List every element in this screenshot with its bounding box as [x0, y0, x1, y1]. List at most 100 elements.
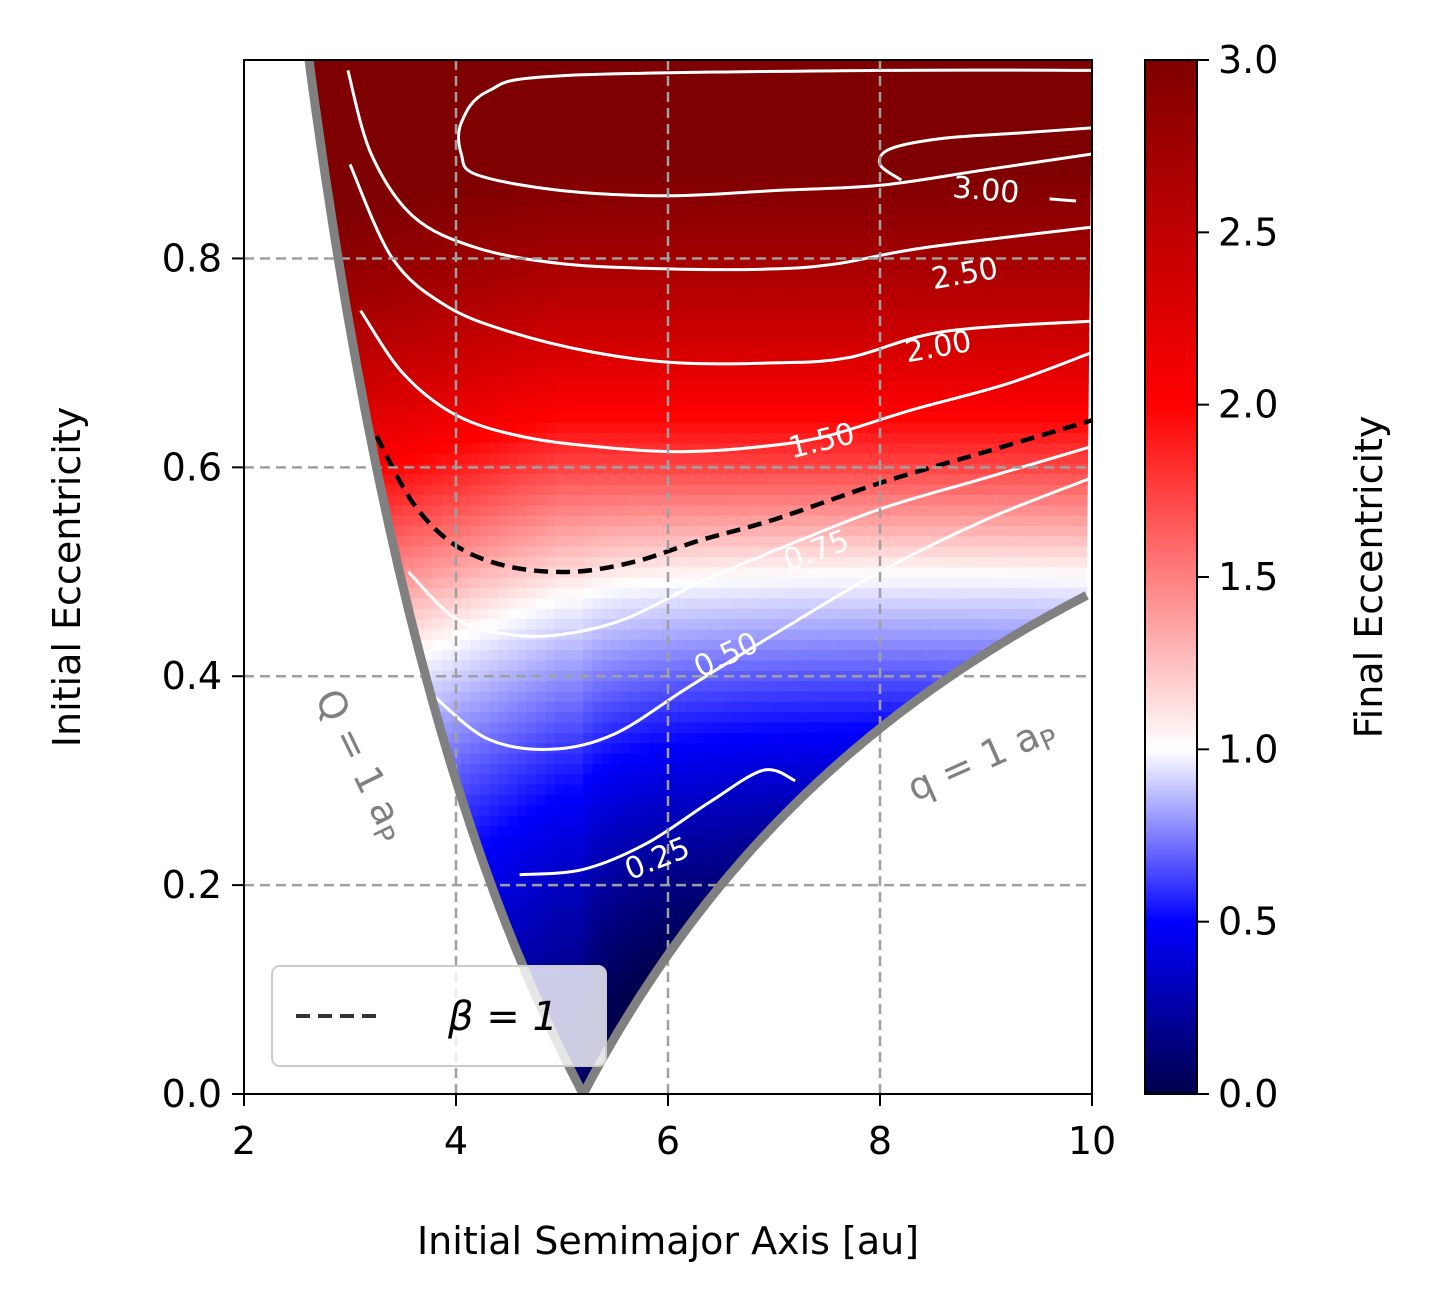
heatmap-cell: [687, 236, 697, 247]
heatmap-cell: [319, 225, 329, 236]
heatmap-cell: [310, 856, 320, 867]
heatmap-cell: [612, 463, 622, 474]
heatmap-cell: [253, 805, 263, 816]
heatmap-cell: [593, 453, 603, 464]
heatmap-cell: [696, 556, 706, 567]
heatmap-cell: [442, 918, 452, 929]
heatmap-cell: [612, 277, 622, 288]
heatmap-cell: [244, 525, 254, 536]
heatmap-cell: [253, 412, 263, 423]
heatmap-cell: [442, 112, 452, 123]
heatmap-cell: [564, 680, 574, 691]
heatmap-cell: [282, 432, 292, 443]
heatmap-cell: [546, 350, 556, 361]
heatmap-cell: [470, 132, 480, 143]
heatmap-cell: [442, 184, 452, 195]
heatmap-cell: [301, 577, 311, 588]
heatmap-cell: [640, 412, 650, 423]
heatmap-cell: [536, 484, 546, 495]
heatmap-cell: [414, 546, 424, 557]
heatmap-cell: [508, 391, 518, 402]
heatmap-cell: [527, 515, 537, 526]
heatmap-cell: [423, 1073, 433, 1084]
heatmap-cell: [564, 381, 574, 392]
heatmap-cell: [546, 732, 556, 743]
heatmap-cell: [272, 277, 282, 288]
heatmap-cell: [696, 422, 706, 433]
heatmap-cell: [480, 742, 490, 753]
heatmap-cell: [546, 691, 556, 702]
heatmap-cell: [546, 132, 556, 143]
heatmap-cell: [546, 815, 556, 826]
heatmap-cell: [536, 401, 546, 412]
heatmap-cell: [480, 205, 490, 216]
heatmap-cell: [244, 753, 254, 764]
heatmap-cell: [244, 225, 254, 236]
heatmap-cell: [687, 629, 697, 640]
heatmap-cell: [508, 205, 518, 216]
heatmap-cell: [555, 949, 565, 960]
heatmap-cell: [253, 163, 263, 174]
heatmap-cell: [414, 939, 424, 950]
heatmap-cell: [480, 794, 490, 805]
heatmap-cell: [272, 525, 282, 536]
heatmap-cell: [263, 143, 273, 154]
heatmap-cell: [319, 629, 329, 640]
heatmap-cell: [706, 422, 716, 433]
heatmap-cell: [357, 639, 367, 650]
heatmap-cell: [489, 836, 499, 847]
heatmap-cell: [385, 319, 395, 330]
heatmap-cell: [253, 960, 263, 971]
heatmap-cell: [253, 1073, 263, 1084]
heatmap-cell: [612, 960, 622, 971]
heatmap-cell: [357, 825, 367, 836]
heatmap-cell: [668, 515, 678, 526]
heatmap-cell: [253, 443, 263, 454]
heatmap-cell: [310, 794, 320, 805]
heatmap-cell: [593, 505, 603, 516]
heatmap-cell: [621, 836, 631, 847]
heatmap-cell: [489, 701, 499, 712]
heatmap-cell: [301, 567, 311, 578]
heatmap-cell: [329, 794, 339, 805]
heatmap-cell: [649, 1073, 659, 1084]
heatmap-cell: [498, 753, 508, 764]
heatmap-cell: [498, 122, 508, 133]
heatmap-cell: [696, 174, 706, 185]
heatmap-cell: [263, 898, 273, 909]
heatmap-cell: [282, 608, 292, 619]
heatmap-cell: [612, 701, 622, 712]
heatmap-cell: [461, 194, 471, 205]
heatmap-cell: [706, 732, 716, 743]
heatmap-cell: [263, 81, 273, 92]
heatmap-cell: [687, 422, 697, 433]
heatmap-cell: [649, 929, 659, 940]
heatmap-cell: [649, 122, 659, 133]
heatmap-cell: [555, 215, 565, 226]
heatmap-cell: [574, 774, 584, 785]
heatmap-cell: [649, 939, 659, 950]
heatmap-cell: [301, 763, 311, 774]
heatmap-cell: [442, 391, 452, 402]
heatmap-cell: [706, 908, 716, 919]
heatmap-cell: [404, 319, 414, 330]
heatmap-cell: [442, 60, 452, 71]
heatmap-cell: [329, 836, 339, 847]
heatmap-cell: [442, 639, 452, 650]
heatmap-cell: [621, 494, 631, 505]
heatmap-cell: [414, 422, 424, 433]
heatmap-cell: [668, 1053, 678, 1064]
heatmap-cell: [621, 225, 631, 236]
heatmap-cell: [677, 639, 687, 650]
heatmap-cell: [696, 205, 706, 216]
heatmap-cell: [442, 618, 452, 629]
heatmap-cell: [272, 350, 282, 361]
heatmap-cell: [244, 794, 254, 805]
heatmap-cell: [319, 288, 329, 299]
heatmap-cell: [263, 288, 273, 299]
heatmap-cell: [244, 774, 254, 785]
heatmap-cell: [640, 277, 650, 288]
heatmap-cell: [508, 701, 518, 712]
heatmap-cell: [385, 908, 395, 919]
